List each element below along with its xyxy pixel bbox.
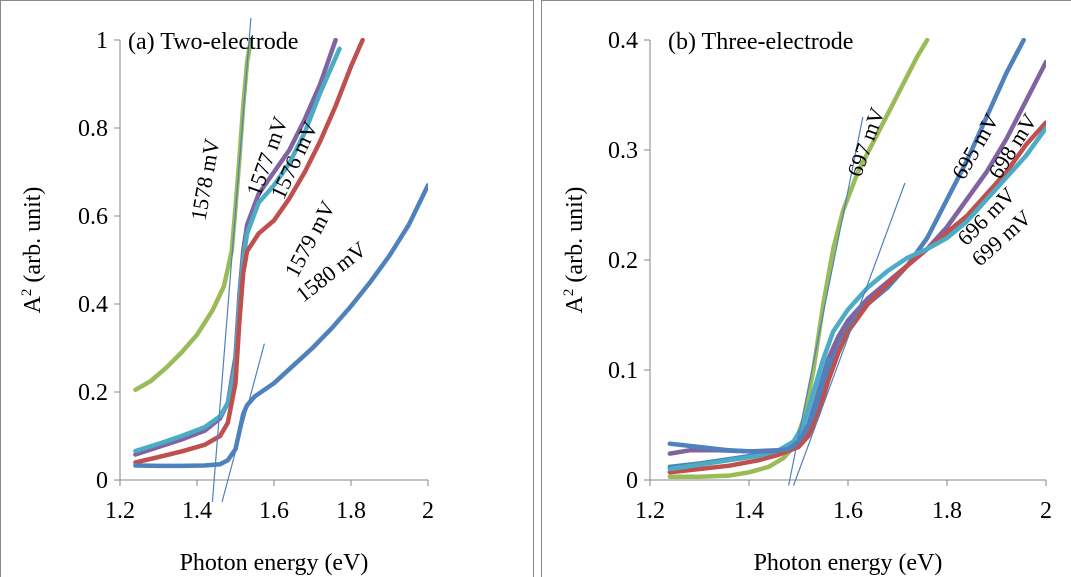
curve-label: 1578 mV xyxy=(186,137,225,223)
y-tick-label: 0.8 xyxy=(78,116,108,142)
curve-label: 697 mV xyxy=(842,104,890,180)
x-tick-label: 2 xyxy=(1040,498,1052,524)
x-tick-label: 1.8 xyxy=(336,498,366,524)
series-line-1579-mV xyxy=(133,38,365,465)
chart-title: (a) Two-electrode xyxy=(128,29,298,55)
tangent-line-1 xyxy=(792,182,906,486)
y-tick-label: 0 xyxy=(626,468,638,494)
plot-area xyxy=(133,38,428,469)
series-line-extra-5 xyxy=(667,356,831,454)
series-line-1580-mV xyxy=(133,182,428,469)
x-tick-label: 1.4 xyxy=(182,498,212,524)
y-tick-label: 1 xyxy=(96,28,108,54)
x-tick-label: 1.4 xyxy=(734,498,764,524)
plot-area xyxy=(667,38,1046,479)
y-tick-label: 0.2 xyxy=(78,380,108,406)
y-tick-label: 0.6 xyxy=(78,204,108,230)
y-tick-label: 0.4 xyxy=(608,28,638,54)
series-line-696-mV xyxy=(667,120,1046,475)
x-tick-label: 1.2 xyxy=(635,498,665,524)
panel-a-frame xyxy=(0,0,534,577)
panel-b-frame xyxy=(541,0,1071,577)
y-tick-label: 0.1 xyxy=(608,358,638,384)
y-tick-label: 0.4 xyxy=(78,292,108,318)
chart-panel-a: 0 0.2 0.4 0.6 0.8 1 1.2 1.4 1.6 1.8 2 Photon energy… xyxy=(19,17,434,576)
x-tick-label: 1.6 xyxy=(833,498,863,524)
series-line-1578-mV xyxy=(133,38,254,393)
y-tick-label: 0.3 xyxy=(608,138,638,164)
series-line-697-mV xyxy=(667,38,930,479)
y-tick-label: 0 xyxy=(96,468,108,494)
tangent-line-1 xyxy=(221,343,265,503)
y-axis-label: A2 (arb. unit) xyxy=(561,187,588,314)
x-axis-label: Photon energy (eV) xyxy=(754,550,943,576)
y-tick-label: 0.2 xyxy=(608,248,638,274)
chart-title: (b) Three-electrode xyxy=(668,29,853,55)
x-tick-label: 2 xyxy=(422,498,434,524)
x-tick-label: 1.6 xyxy=(259,498,289,524)
tangent-line-0 xyxy=(211,17,252,503)
x-tick-label: 1.2 xyxy=(105,498,135,524)
y-axis-label: A2 (arb. unit) xyxy=(19,187,46,314)
series-line-699-mV xyxy=(667,125,1046,472)
tangent-line-0 xyxy=(788,116,864,486)
chart-panel-b: 0 0.1 0.2 0.3 0.4 1.2 1.4 1.6 1.8 2 Photon energy … xyxy=(561,28,1052,576)
x-tick-label: 1.8 xyxy=(932,498,962,524)
x-axis-label: Photon energy (eV) xyxy=(180,550,369,576)
